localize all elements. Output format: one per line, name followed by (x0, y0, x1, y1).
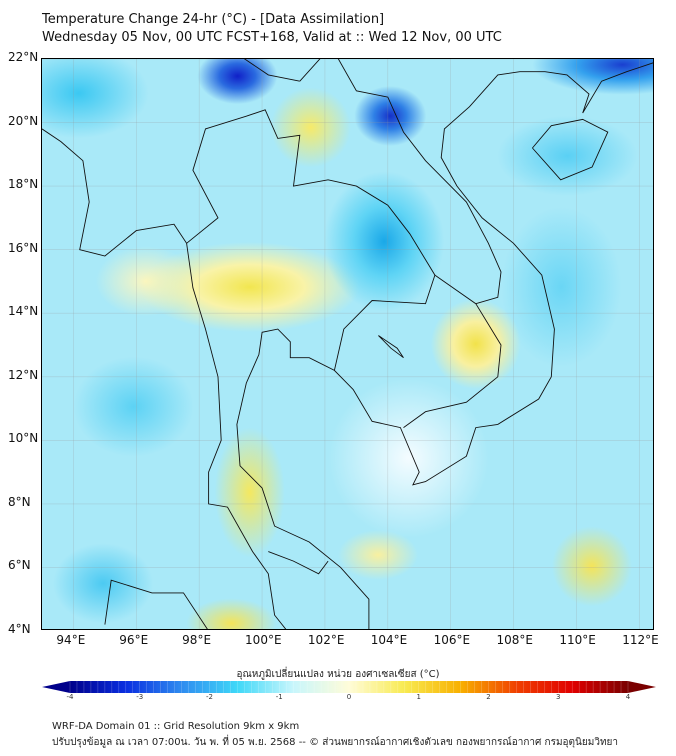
border-thailand (186, 109, 436, 371)
colorbar-tick-label: -4 (66, 693, 74, 701)
colorbar-tick-label: 4 (625, 693, 631, 701)
border-thailand-malaysia (268, 551, 329, 575)
lat-tick-label: 12°N (8, 367, 39, 382)
colorbar-tick-label: -1 (275, 693, 283, 701)
lat-tick-label: 4°N (8, 622, 31, 636)
colorbar-title: อุณหภูมิเปลี่ยนแปลง หน่วย องศาเซลเซียส (… (236, 669, 440, 680)
lon-tick-label: 94°E (56, 633, 86, 647)
temperature-change-map (41, 58, 654, 630)
coastline-sumatra (104, 579, 208, 629)
coastline-peninsula-east (236, 62, 653, 629)
coastline-mainland (42, 128, 287, 629)
footer-model-info: WRF-DA Domain 01 :: Grid Resolution 9km … (52, 721, 300, 732)
tonle-sap-lake (378, 335, 404, 359)
lon-tick-label: 100°E (245, 633, 282, 647)
colorbar-max-extend (628, 681, 656, 693)
colorbar-tick-label: 1 (416, 693, 421, 701)
footer-credit: ปรับปรุงข้อมูล ณ เวลา 07:00น. วัน พ. ที่… (52, 737, 619, 748)
colorbar (42, 681, 656, 693)
colorbar-min-extend (42, 681, 70, 693)
lon-tick-label: 102°E (307, 633, 345, 647)
border-cambodia (403, 274, 502, 428)
map-overlay (42, 59, 653, 629)
lat-tick-label: 8°N (8, 494, 31, 509)
lon-tick-label: 106°E (433, 633, 471, 647)
colorbar-tick-label: 2 (486, 693, 491, 701)
chart-subtitle: Wednesday 05 Nov, 00 UTC FCST+168, Valid… (42, 30, 502, 45)
lon-tick-label: 96°E (119, 633, 149, 647)
lon-tick-label: 110°E (559, 633, 596, 647)
lon-tick-label: 104°E (370, 633, 408, 647)
coastline-hainan (532, 118, 609, 181)
lat-tick-label: 18°N (8, 177, 39, 192)
colorbar-tick-label: -3 (136, 693, 144, 701)
colorbar-gradient (70, 681, 628, 693)
lon-tick-label: 112°E (622, 633, 659, 647)
colorbar-tick-label: 0 (346, 693, 352, 701)
colorbar-tick-label: -2 (206, 693, 213, 701)
lat-tick-label: 16°N (8, 240, 39, 255)
lat-tick-label: 10°N (8, 431, 39, 446)
lat-tick-label: 22°N (8, 50, 39, 64)
lat-tick-label: 14°N (8, 304, 39, 319)
border-laos-vietnam (299, 59, 502, 305)
lat-tick-label: 20°N (8, 113, 39, 128)
lat-tick-label: 6°N (8, 558, 31, 573)
lon-tick-label: 98°E (182, 633, 212, 647)
colorbar-tick-label: 3 (556, 693, 561, 701)
chart-title: Temperature Change 24-hr (°C) - [Data As… (42, 12, 385, 27)
lon-tick-label: 108°E (496, 633, 534, 647)
border-myanmar-china (243, 59, 300, 82)
